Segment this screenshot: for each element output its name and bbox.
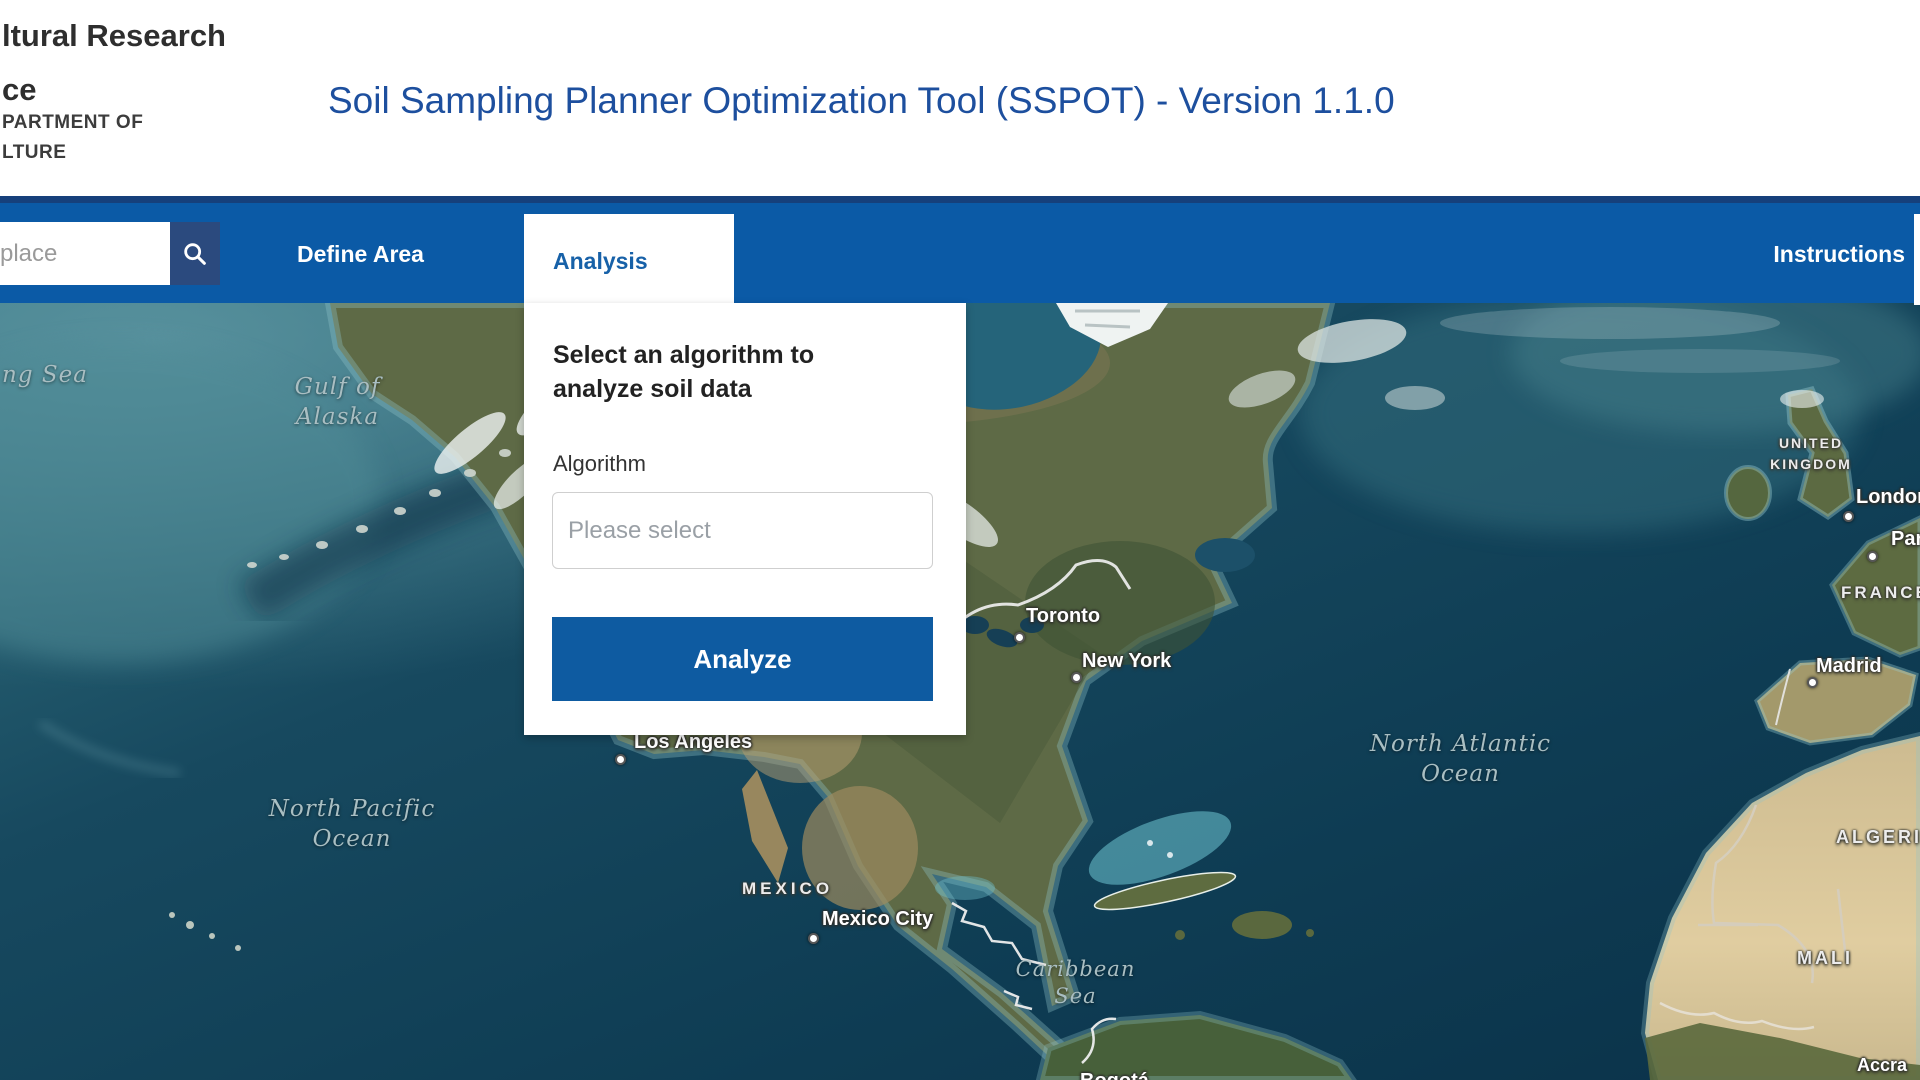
logo-line-3: PARTMENT OF [2,112,144,133]
search-button[interactable] [170,222,220,285]
mexico-city-dot [808,933,819,944]
logo-line-4: LTURE [2,142,67,163]
logo-line-2: ce [2,72,37,107]
algorithm-select-value: Please select [568,516,711,544]
madrid-dot [1807,677,1818,688]
magnifier-icon [184,242,206,265]
search-input[interactable] [0,222,170,285]
analyze-button[interactable]: Analyze [552,617,933,701]
logo-line-1: ltural Research [2,18,226,53]
los-angeles-dot [615,754,626,765]
toronto-dot [1014,632,1025,643]
algorithm-label: Algorithm [553,451,646,476]
tab-define-area[interactable]: Define Area [297,241,424,267]
page-header: ltural Research ce PARTMENT OF LTURE Soi… [0,0,1920,196]
london-dot [1843,511,1854,522]
new-york-dot [1071,672,1082,683]
nav-right-tab-edge [1914,214,1920,305]
paris-dot [1867,551,1878,562]
tab-analysis-label: Analysis [553,248,648,274]
algorithm-select[interactable]: Please select [552,492,933,569]
analysis-panel: Select an algorithm to analyze soil data… [524,303,966,735]
nav-bar: Define Area Analysis Instructions [0,196,1920,305]
page-title: Soil Sampling Planner Optimization Tool … [328,80,1395,121]
tab-instructions[interactable]: Instructions [1773,241,1905,267]
panel-heading: Select an algorithm to analyze soil data [553,341,815,403]
tab-analysis[interactable]: Analysis [524,214,734,305]
usda-agency-logo[interactable]: ltural Research ce PARTMENT OF LTURE [0,0,320,196]
